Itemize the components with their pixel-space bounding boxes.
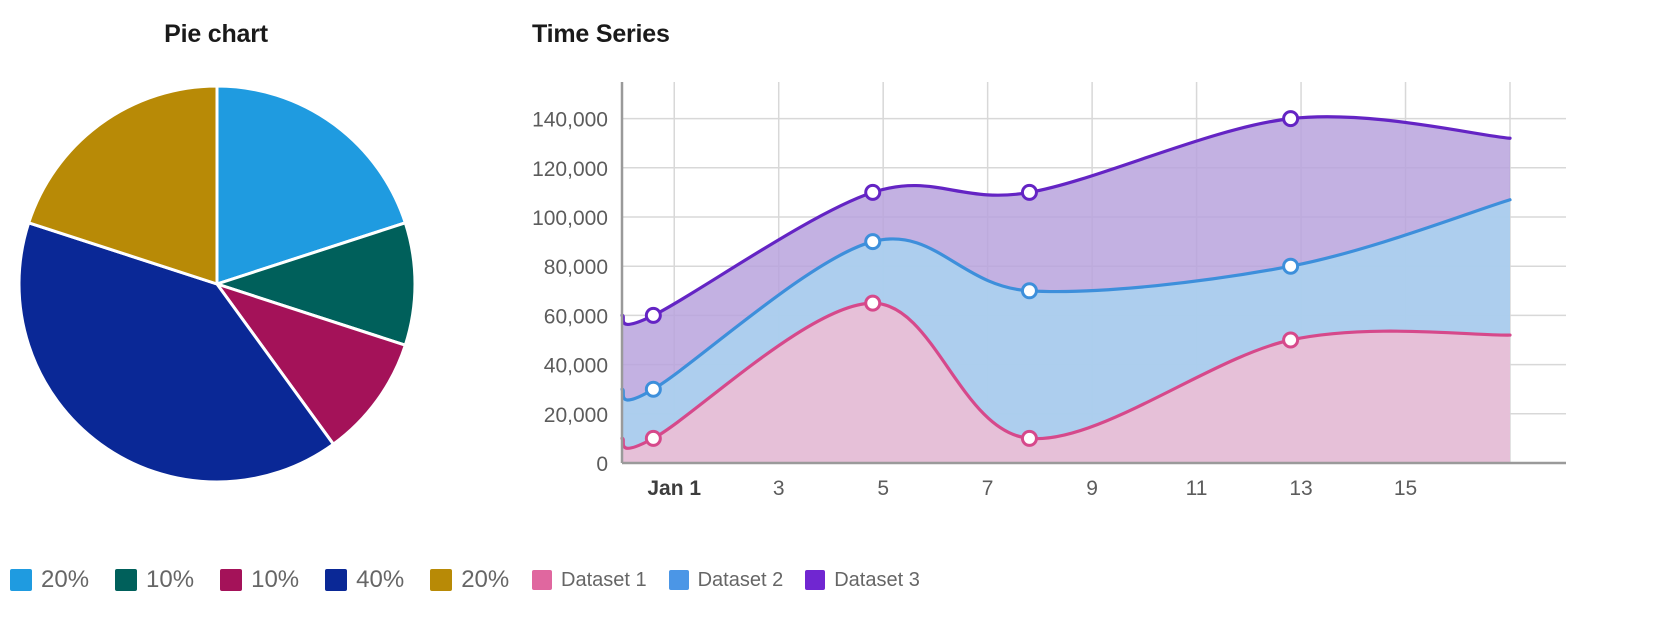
data-point-marker[interactable]	[864, 294, 882, 312]
data-point-marker[interactable]	[1282, 331, 1300, 349]
x-axis-tick-label: 5	[877, 477, 889, 500]
pie-svg	[17, 84, 417, 484]
data-point-marker[interactable]	[1020, 282, 1038, 300]
pie-slice[interactable]	[215, 84, 408, 287]
x-axis-tick-label: Jan 1	[647, 477, 701, 500]
time-series-graphic: 0 20,000 40,000 60,000 80,000 100,000 120,000 1…	[500, 78, 1672, 508]
data-point-marker[interactable]	[864, 233, 882, 251]
y-axis-tick-label: 120,000	[532, 158, 608, 181]
pie-legend-item[interactable]: 20%	[430, 568, 509, 592]
pie-legend-label: 20%	[461, 566, 510, 593]
y-axis-tick-label: 0	[596, 453, 608, 476]
data-point-marker[interactable]	[644, 380, 662, 398]
x-axis-tick-label: 11	[1186, 477, 1208, 500]
series-line[interactable]	[620, 115, 1512, 326]
pie-chart-title: Pie chart	[164, 20, 268, 48]
data-point-marker[interactable]	[644, 306, 662, 324]
pie-legend-item[interactable]: 20%	[10, 568, 89, 592]
y-axis-tick-label: 100,000	[532, 207, 608, 230]
data-point-marker[interactable]	[1282, 257, 1300, 275]
pie-chart-panel: Pie chart 20% 10% 10% 40% 20%	[0, 0, 509, 622]
legend-swatch-icon	[668, 570, 689, 590]
pie-slice[interactable]	[17, 220, 336, 484]
pie-legend-item[interactable]: 10%	[220, 568, 299, 592]
time-series-svg: 0 20,000 40,000 60,000 80,000 100,000 120,000 1…	[532, 82, 1566, 500]
legend-swatch-icon	[10, 569, 32, 591]
time-series-legend-item[interactable]: Dataset 3	[805, 570, 920, 590]
x-axis-tick-label: 13	[1289, 477, 1312, 500]
x-axis-tick-label: 15	[1394, 477, 1417, 500]
time-series-title: Time Series	[532, 20, 670, 48]
data-point-marker[interactable]	[1282, 110, 1300, 128]
y-axis-tick-label: 140,000	[532, 109, 608, 132]
pie-legend-label: 40%	[356, 566, 405, 593]
data-point-marker[interactable]	[864, 183, 882, 201]
pie-slices-group	[17, 84, 417, 484]
legend-swatch-icon	[805, 570, 826, 590]
pie-chart-legend: 20% 10% 10% 40% 20%	[10, 568, 535, 592]
legend-swatch-icon	[532, 570, 552, 590]
data-point-marker[interactable]	[644, 429, 662, 447]
axis-lines-group	[620, 82, 1566, 465]
y-axis-tick-label: 60,000	[544, 305, 608, 328]
series-line[interactable]	[620, 301, 1512, 450]
y-axis-tick-label: 40,000	[544, 355, 608, 378]
y-axis-labels-group: 0 20,000 40,000 60,000 80,000 100,000 120,000 1…	[532, 109, 608, 476]
y-axis-tick-label: 80,000	[544, 256, 608, 279]
pie-slice[interactable]	[212, 220, 417, 348]
pie-slice[interactable]	[213, 281, 408, 447]
x-axis-tick-label: 3	[773, 477, 785, 500]
pie-legend-label: 10%	[146, 566, 195, 593]
pie-legend-label: 20%	[41, 566, 90, 593]
series-markers-group	[644, 110, 1300, 447]
time-series-legend-label: Dataset 3	[834, 569, 920, 591]
x-axis-tick-label: 7	[982, 477, 994, 500]
legend-swatch-icon	[325, 569, 348, 591]
series-areas-group	[622, 116, 1510, 463]
y-axis-tick-label: 20,000	[544, 404, 608, 427]
time-series-legend-label: Dataset 1	[561, 569, 647, 591]
pie-legend-label: 10%	[251, 566, 300, 593]
series-line[interactable]	[620, 198, 1512, 402]
series-lines-group	[620, 115, 1512, 450]
time-series-legend-item[interactable]: Dataset 2	[668, 569, 784, 591]
time-series-panel: Time Series 0 20,000 40,000 60,000 80,000 100…	[500, 0, 1672, 622]
pie-legend-item[interactable]: 40%	[325, 568, 404, 592]
x-axis-tick-label: 9	[1086, 477, 1098, 500]
pie-slice[interactable]	[26, 84, 219, 287]
pie-legend-item[interactable]: 10%	[115, 568, 194, 592]
legend-swatch-icon	[430, 569, 453, 591]
pie-chart-graphic	[17, 84, 417, 484]
time-series-legend-label: Dataset 2	[697, 569, 784, 591]
data-point-marker[interactable]	[1020, 183, 1038, 201]
data-point-marker[interactable]	[1020, 429, 1038, 447]
legend-swatch-icon	[220, 569, 243, 591]
legend-swatch-icon	[115, 569, 138, 591]
x-axis-labels-group: Jan 1 3 5 7 9 11 13 15	[647, 477, 1417, 500]
time-series-legend-item[interactable]: Dataset 1	[532, 570, 647, 590]
time-series-legend: Dataset 1 Dataset 2 Dataset 3	[532, 570, 942, 590]
